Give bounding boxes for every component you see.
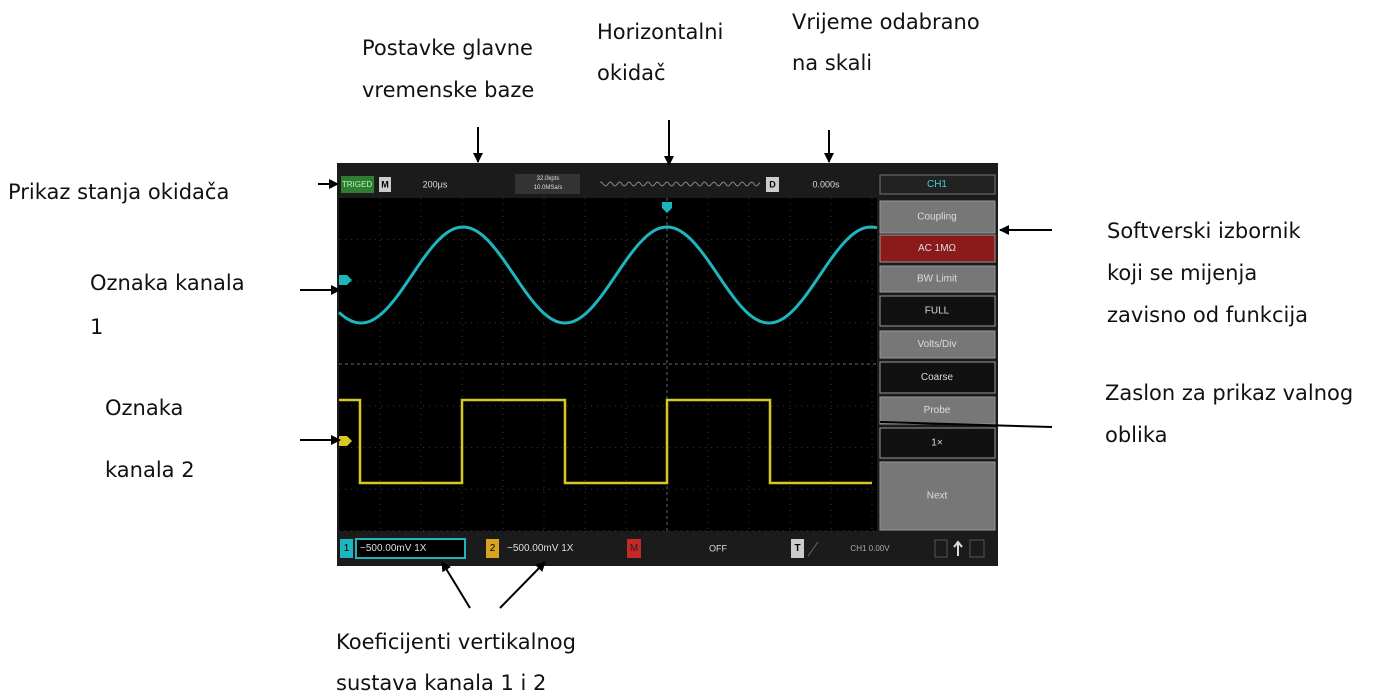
annotation: oblika xyxy=(1105,423,1168,447)
annotation: Horizontalni xyxy=(597,20,723,44)
mode: M xyxy=(381,180,389,190)
menu-label: Volts/Div xyxy=(918,339,957,350)
time-base: 200μs xyxy=(423,180,448,190)
annotation: koji se mijenja xyxy=(1107,261,1257,285)
annotation: zavisno od funkcija xyxy=(1107,303,1308,327)
memory-depth: 32.0kpts xyxy=(537,176,560,182)
annotation: Vrijeme odabrano xyxy=(792,10,980,34)
annotation: okidač xyxy=(597,61,666,85)
annotation: Postavke glavne xyxy=(362,36,533,60)
annotation: Oznaka kanala xyxy=(90,271,245,295)
ch1-scale: ~500.00mV 1X xyxy=(360,543,427,554)
menu-label: 1× xyxy=(931,438,943,449)
menu-label: FULL xyxy=(925,306,950,317)
menu-label: Coupling xyxy=(917,212,956,223)
diagram: Postavke glavne vremenske baze Horizonta… xyxy=(0,0,1398,698)
annotation: vremenske baze xyxy=(362,78,534,102)
soft-menu: Coupling AC 1MΩ BW Limit FULL Volts/Div Coars… xyxy=(880,201,995,530)
annotation: kanala 2 xyxy=(105,458,195,482)
trigger-state: TRIGED xyxy=(342,180,372,189)
delay: 0.000s xyxy=(812,180,840,190)
annotation: Oznaka xyxy=(105,396,183,420)
sample-rate: 10.0MSa/s xyxy=(534,185,563,191)
delay-label: D xyxy=(769,180,776,190)
ch2-scale: ~500.00mV 1X xyxy=(507,543,574,554)
math-label: M xyxy=(630,543,638,554)
annotation: na skali xyxy=(792,51,872,75)
menu-label: Coarse xyxy=(921,372,954,383)
annotation: sustava kanala 1 i 2 xyxy=(336,671,546,695)
annotation: Softverski izbornik xyxy=(1107,219,1301,243)
annotation: Zaslon za prikaz valnog xyxy=(1105,381,1353,405)
page: {"annotations":{ "time_base":["Postavke … xyxy=(0,0,1398,698)
annotation: 1 xyxy=(90,315,103,339)
body: Postavke glavne vremenske baze Horizonta… xyxy=(0,0,1398,698)
trigger-level: CH1 0.00V xyxy=(850,544,890,553)
menu-label: Probe xyxy=(924,405,951,416)
trigger-label: T xyxy=(794,543,800,554)
ch1-label: 1 xyxy=(344,543,350,554)
menu-label: AC 1MΩ xyxy=(918,243,957,254)
arrow xyxy=(500,562,545,608)
annotation: Prikaz stanja okidača xyxy=(8,180,229,204)
menu-label: BW Limit xyxy=(917,274,957,285)
channel: CH1 xyxy=(927,179,947,190)
math-state: OFF xyxy=(709,544,727,554)
ch2-label: 2 xyxy=(490,543,496,554)
annotation: Koeficijenti vertikalnog xyxy=(336,630,576,654)
arrow xyxy=(442,562,470,608)
menu-label: Next xyxy=(927,491,948,502)
